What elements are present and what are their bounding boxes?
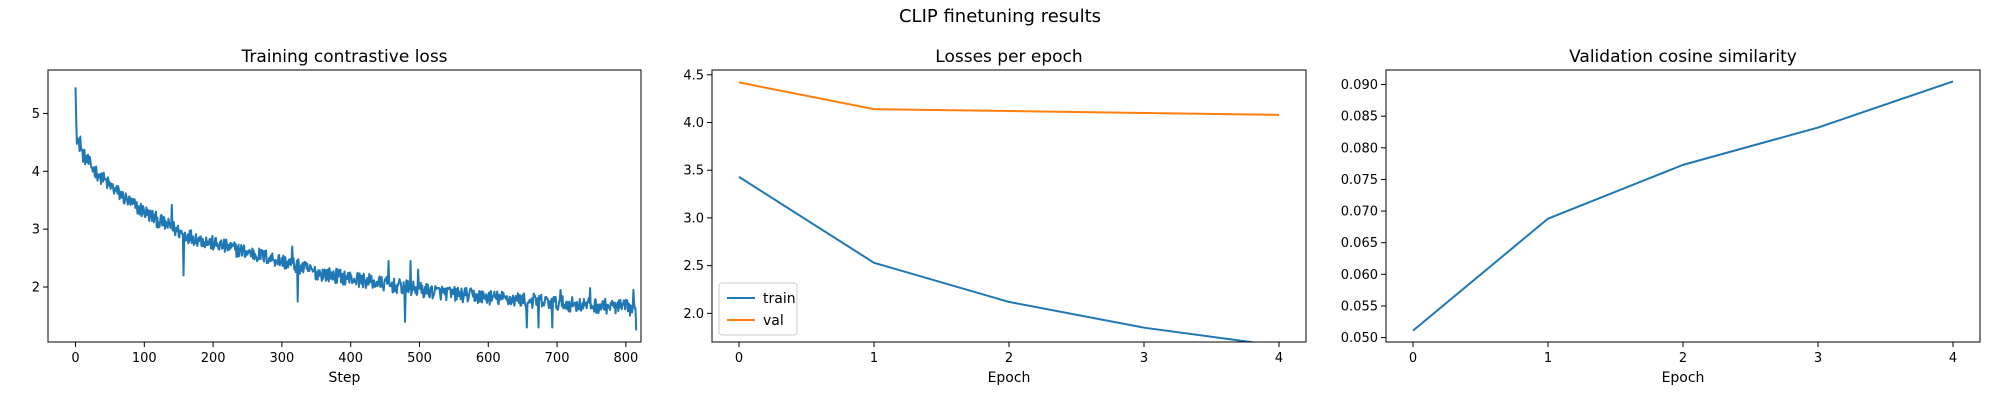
y-tick-label: 0.060 bbox=[1341, 268, 1378, 283]
x-tick-label: 2 bbox=[1679, 351, 1687, 366]
panel-title: Validation cosine similarity bbox=[1569, 47, 1797, 67]
x-tick-label: 1 bbox=[1544, 351, 1552, 366]
x-tick-label: 300 bbox=[269, 351, 294, 366]
x-axis-label: Epoch bbox=[988, 370, 1031, 386]
x-tick-label: 2 bbox=[1005, 351, 1013, 366]
x-tick-label: 600 bbox=[476, 351, 501, 366]
panel-title: Training contrastive loss bbox=[240, 47, 447, 67]
x-tick-label: 4 bbox=[1949, 351, 1957, 366]
x-axis-label: Epoch bbox=[1662, 370, 1705, 386]
y-tick-label: 0.090 bbox=[1341, 78, 1378, 93]
x-tick-label: 500 bbox=[407, 351, 432, 366]
y-tick-label: 0.065 bbox=[1341, 236, 1378, 251]
y-tick-label: 3 bbox=[32, 223, 40, 238]
y-tick-label: 3.0 bbox=[683, 211, 704, 226]
axes-frame bbox=[1385, 69, 1981, 343]
axes-frame bbox=[47, 69, 642, 343]
series-line bbox=[74, 87, 638, 331]
legend: train val bbox=[718, 282, 798, 336]
legend-label-val: val bbox=[763, 313, 784, 329]
y-tick-label: 0.070 bbox=[1341, 205, 1378, 220]
y-tick-label: 4.0 bbox=[683, 116, 704, 131]
cosine-similarity-panel: Validation cosine similarity 0 1 2 3 4 0.050 0.… bbox=[1341, 47, 1981, 386]
y-tick-label: 0.050 bbox=[1341, 331, 1378, 346]
x-tick-label: 0 bbox=[735, 351, 743, 366]
x-tick-label: 0 bbox=[71, 351, 79, 366]
figure-title: CLIP finetuning results bbox=[899, 6, 1101, 27]
x-axis-label: Step bbox=[329, 370, 361, 386]
x-tick-label: 200 bbox=[201, 351, 226, 366]
series-line bbox=[1412, 80, 1954, 332]
y-tick-label: 0.080 bbox=[1341, 141, 1378, 156]
y-tick-label: 0.055 bbox=[1341, 299, 1378, 314]
x-tick-label: 3 bbox=[1814, 351, 1822, 366]
y-tick-label: 4.5 bbox=[683, 68, 704, 83]
panel-title: Losses per epoch bbox=[935, 47, 1082, 67]
y-tick-label: 0.085 bbox=[1341, 110, 1378, 125]
y-tick-label: 2.5 bbox=[683, 259, 704, 274]
x-tick-label: 800 bbox=[613, 351, 638, 366]
y-tick-label: 2.0 bbox=[683, 307, 704, 322]
y-tick-label: 5 bbox=[32, 107, 40, 122]
x-tick-label: 0 bbox=[1409, 351, 1417, 366]
series-line-train bbox=[738, 176, 1259, 342]
x-tick-label: 400 bbox=[338, 351, 363, 366]
y-tick-label: 4 bbox=[32, 165, 40, 180]
y-tick-label: 3.5 bbox=[683, 164, 704, 179]
x-tick-label: 700 bbox=[545, 351, 570, 366]
y-tick-label: 2 bbox=[32, 281, 40, 296]
x-tick-label: 4 bbox=[1275, 351, 1283, 366]
legend-box bbox=[718, 282, 798, 336]
y-tick-label: 0.075 bbox=[1341, 173, 1378, 188]
series-line-val bbox=[738, 81, 1280, 116]
x-tick-label: 3 bbox=[1140, 351, 1148, 366]
x-tick-label: 100 bbox=[132, 351, 157, 366]
x-tick-label: 1 bbox=[870, 351, 878, 366]
losses-per-epoch-panel: Losses per epoch 0 1 2 3 4 2.0 2.5 3.0 3.5 4.0 4.5 E… bbox=[683, 47, 1307, 386]
legend-label-train: train bbox=[763, 291, 796, 307]
training-loss-panel: Training contrastive loss 0 100 200 300 400 50… bbox=[32, 47, 642, 386]
